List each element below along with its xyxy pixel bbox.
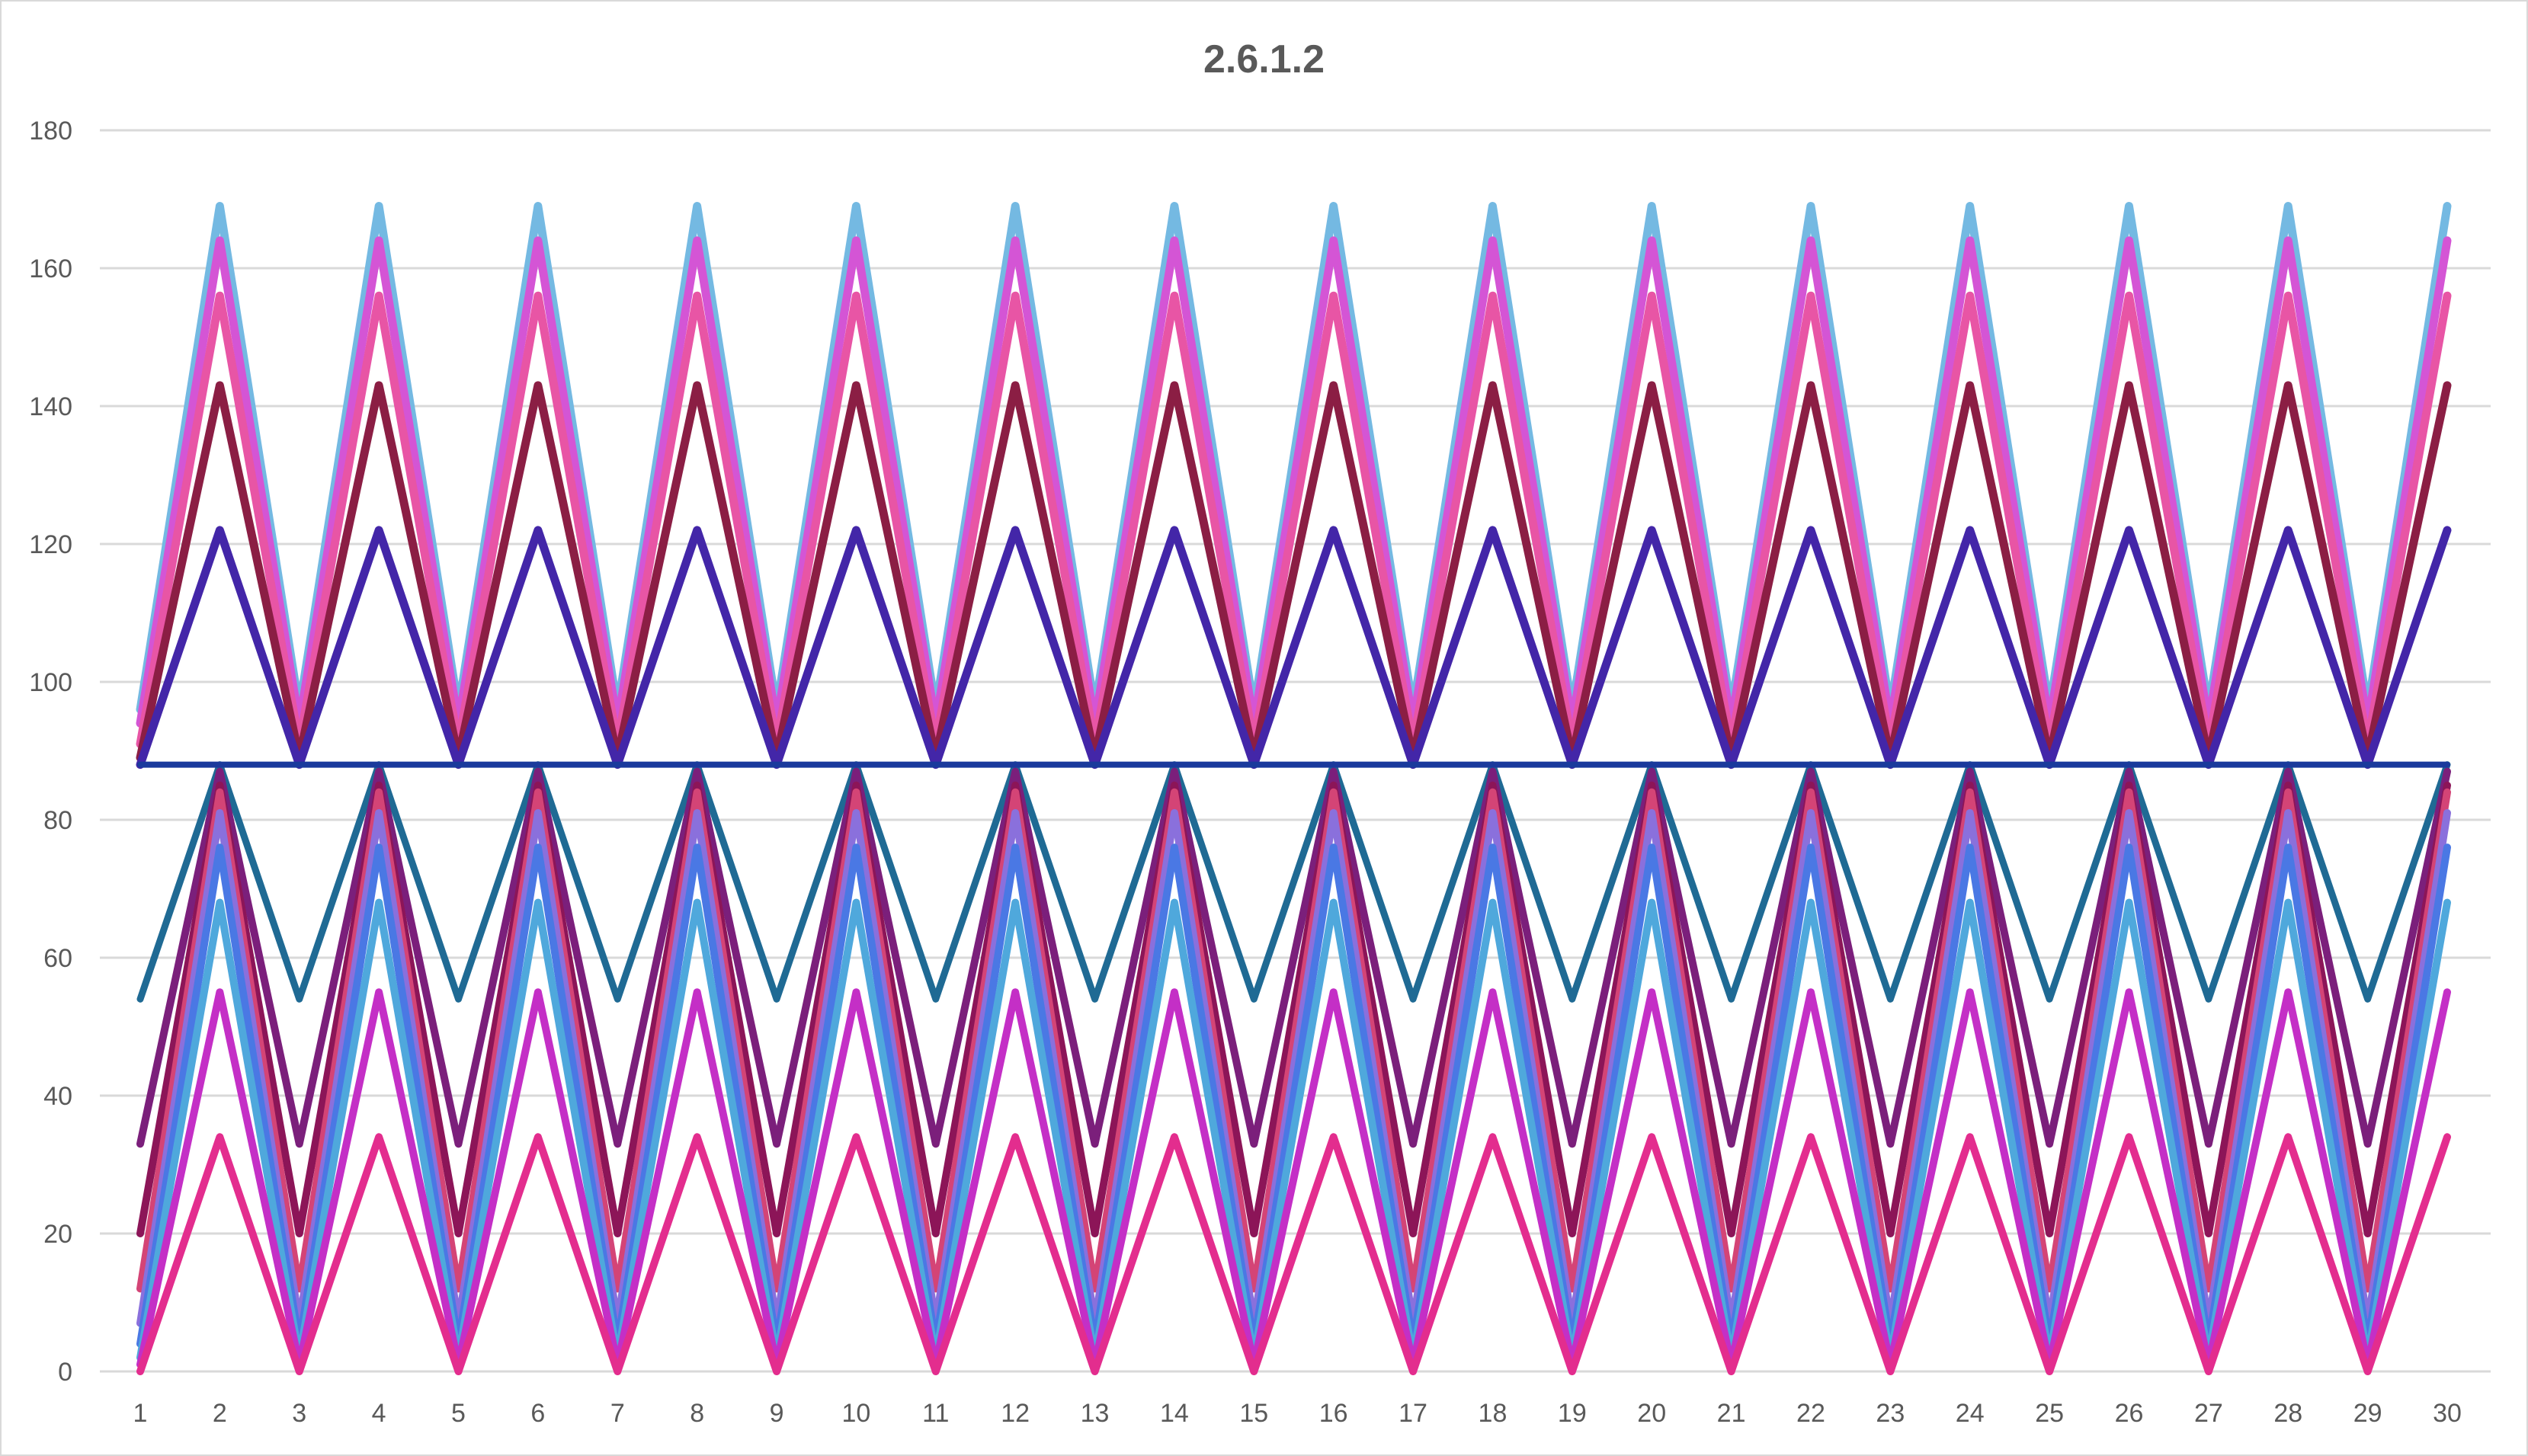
series-line-8 (136, 988, 2451, 1368)
series-line-7 (136, 898, 2451, 1362)
x-tick-label: 30 (2433, 1399, 2462, 1428)
x-tick-label: 2 (213, 1399, 227, 1428)
x-tick-label: 16 (1319, 1399, 1348, 1428)
x-tick-label: 29 (2353, 1399, 2382, 1428)
series-line-2 (136, 767, 2451, 1148)
x-tick-label: 12 (1001, 1399, 1030, 1428)
x-tick-label: 26 (2115, 1399, 2144, 1428)
y-tick-label: 40 (43, 1082, 72, 1111)
y-tick-label: 140 (29, 392, 72, 421)
x-tick-label: 1 (133, 1399, 148, 1428)
x-tick-label: 18 (1479, 1399, 1508, 1428)
series-line-14 (136, 526, 2452, 770)
y-tick-label: 60 (43, 944, 72, 973)
x-tick-label: 28 (2273, 1399, 2302, 1428)
series-line-13 (136, 381, 2452, 763)
x-tick-label: 3 (292, 1399, 306, 1428)
x-tick-label: 17 (1399, 1399, 1427, 1428)
chart-title: 2.6.1.2 (1203, 37, 1325, 82)
x-tick-label: 23 (1876, 1399, 1905, 1428)
x-tick-label: 10 (841, 1399, 870, 1428)
series-line-11 (136, 236, 2452, 728)
x-tick-label: 4 (372, 1399, 386, 1428)
x-tick-label: 21 (1717, 1399, 1746, 1428)
x-tick-label: 22 (1796, 1399, 1825, 1428)
series-line-9 (136, 1133, 2451, 1375)
series-line-12 (136, 291, 2452, 748)
x-tick-label: 15 (1239, 1399, 1268, 1428)
x-tick-label: 13 (1081, 1399, 1110, 1428)
x-tick-label: 19 (1558, 1399, 1587, 1428)
y-tick-label: 160 (29, 254, 72, 283)
x-tick-label: 7 (610, 1399, 625, 1428)
x-tick-label: 11 (922, 1399, 949, 1428)
x-tick-label: 24 (1956, 1399, 1985, 1428)
y-tick-label: 0 (58, 1358, 72, 1387)
x-tick-label: 25 (2035, 1399, 2064, 1428)
x-tick-label: 5 (451, 1399, 466, 1428)
series-line-1 (136, 761, 2451, 1003)
x-tick-label: 20 (1637, 1399, 1666, 1428)
x-tick-label: 14 (1160, 1399, 1189, 1428)
x-tick-label: 6 (530, 1399, 545, 1428)
x-tick-label: 8 (690, 1399, 704, 1428)
y-tick-label: 120 (29, 530, 72, 559)
x-tick-label: 9 (770, 1399, 784, 1428)
y-tick-label: 80 (43, 806, 72, 835)
y-tick-label: 180 (29, 117, 72, 146)
y-tick-label: 20 (43, 1220, 72, 1249)
x-tick-label: 27 (2194, 1399, 2223, 1428)
y-tick-label: 100 (29, 668, 72, 697)
